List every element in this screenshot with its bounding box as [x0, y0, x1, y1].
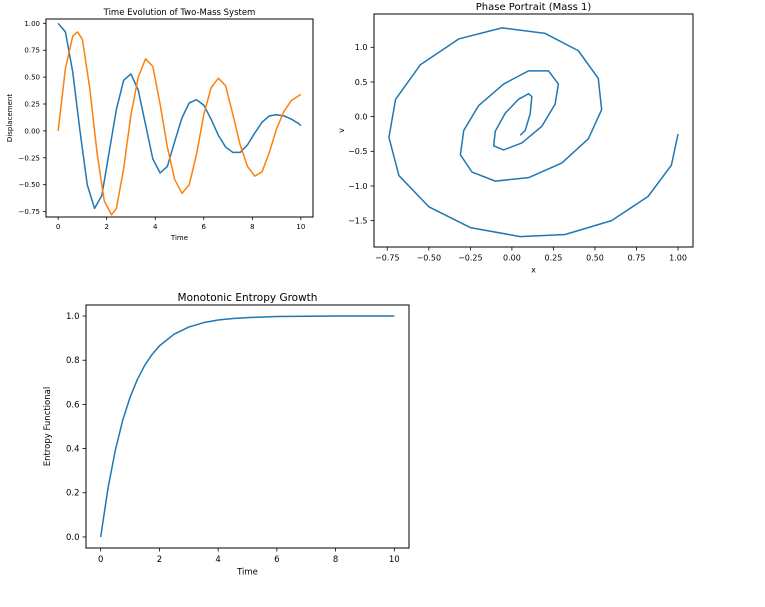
y-tick-label: 0.5	[355, 78, 368, 87]
chart-1: Time Evolution of Two-Mass System 0 2 4 6 8 10…	[6, 8, 314, 242]
x-tick-label: 8	[333, 555, 338, 565]
chart-title: Time Evolution of Two-Mass System	[103, 8, 256, 18]
y-tick-label: 0.2	[66, 489, 80, 499]
series-line-1	[388, 27, 679, 238]
chart-3: Monotonic Entropy Growth 0 2 4 6 8 10 0.0 0.2 0.4…	[43, 292, 410, 578]
x-tick-label: 2	[104, 223, 108, 231]
x-axis-label: x	[531, 266, 536, 275]
x-tick-label: 2	[157, 555, 162, 565]
x-tick-label: 4	[153, 223, 158, 231]
x-tick-label: 10	[389, 555, 400, 565]
x-tick-label: −0.25	[458, 254, 483, 263]
y-tick-label: −0.50	[19, 181, 40, 189]
x-tick-label: 0.50	[586, 254, 604, 263]
x-axis-label: Time	[236, 568, 258, 578]
x-axis-label: Time	[170, 234, 188, 242]
y-tick-label: 1.00	[24, 20, 40, 28]
chart-title: Monotonic Entropy Growth	[178, 292, 318, 304]
y-tick-label: −0.5	[348, 147, 367, 156]
y-tick-label: 0.50	[24, 74, 40, 82]
series-line-2	[57, 31, 302, 216]
chart-title: Phase Portrait (Mass 1)	[476, 2, 592, 13]
x-tick-label: 8	[250, 223, 254, 231]
y-tick-label: −0.75	[19, 208, 40, 216]
x-tick-label: 4	[215, 555, 220, 565]
y-tick-label: 0.4	[66, 445, 80, 455]
y-tick-label: −1.5	[348, 216, 367, 225]
y-axis-label: Displacement	[6, 94, 14, 142]
x-tick-label: −0.50	[417, 254, 442, 263]
x-tick-label: −0.75	[375, 254, 400, 263]
y-tick-label: 0.25	[24, 100, 40, 108]
axes-frame	[85, 304, 410, 549]
y-tick-label: 1.0	[355, 43, 368, 52]
x-tick-label: 0	[56, 223, 60, 231]
x-tick-label: 10	[296, 223, 305, 231]
axes-frame	[373, 13, 694, 248]
x-tick-label: 0.00	[503, 254, 521, 263]
series-line-1	[57, 22, 302, 210]
y-tick-label: 0.0	[66, 533, 80, 543]
y-tick-label: −0.25	[19, 154, 40, 162]
x-tick-label: 0.75	[628, 254, 646, 263]
y-tick-label: 0.00	[24, 127, 40, 135]
y-tick-label: 0.6	[66, 400, 80, 410]
x-tick-label: 6	[202, 223, 207, 231]
y-axis-label: v	[337, 128, 346, 133]
series-line-1	[99, 315, 395, 538]
x-tick-label: 1.00	[669, 254, 687, 263]
x-tick-label: 0	[98, 555, 103, 565]
x-tick-label: 6	[274, 555, 279, 565]
x-tick-label: 0.25	[545, 254, 563, 263]
axes-frame	[45, 18, 314, 218]
y-tick-label: 0.8	[66, 356, 80, 366]
y-tick-label: 1.0	[66, 312, 80, 322]
y-tick-label: 0.0	[355, 112, 368, 121]
y-tick-label: 0.75	[24, 47, 40, 55]
chart-2: Phase Portrait (Mass 1) −0.75 −0.50 −0.25 0.…	[337, 2, 694, 275]
y-tick-label: −1.0	[348, 182, 367, 191]
y-axis-label: Entropy Functional	[43, 387, 53, 466]
